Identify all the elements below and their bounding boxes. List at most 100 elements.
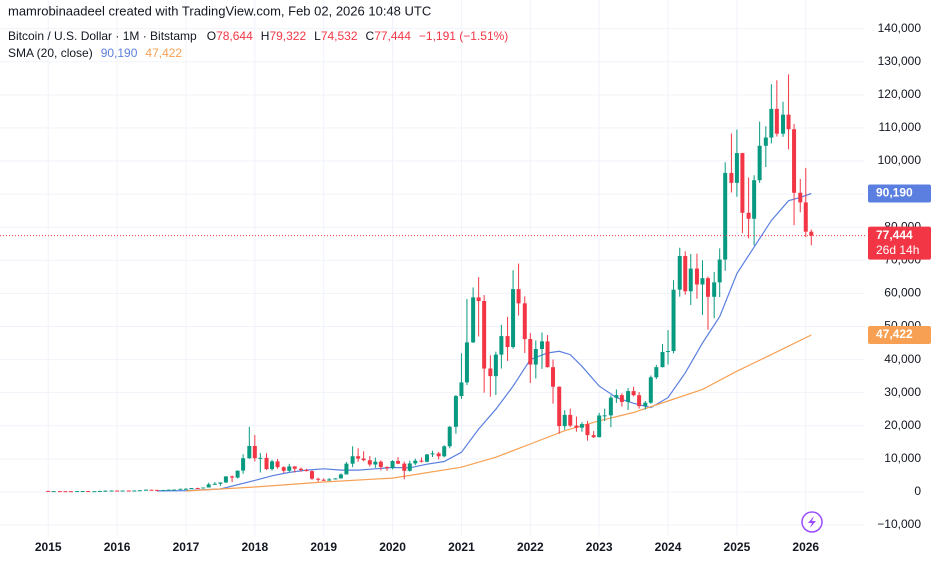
candle-body xyxy=(671,289,676,352)
candle-body xyxy=(201,487,206,489)
candle-body xyxy=(757,145,762,181)
candle-body xyxy=(350,456,355,464)
candle-body xyxy=(68,491,73,493)
candle-body xyxy=(476,297,481,302)
candle-body xyxy=(522,303,527,340)
countdown-label: 26d 14h xyxy=(876,243,919,257)
candle-body xyxy=(562,414,567,427)
candle-body xyxy=(511,289,516,348)
candle-body xyxy=(430,453,435,455)
candle-body xyxy=(183,488,188,490)
candle-body xyxy=(115,490,120,492)
candle-body xyxy=(700,278,705,285)
candle-body xyxy=(488,368,493,377)
candle-body xyxy=(396,461,401,464)
candle-body xyxy=(120,490,125,492)
candle-body xyxy=(442,446,447,457)
candle-body xyxy=(51,491,56,493)
candle-body xyxy=(666,351,671,353)
y-tick-label: −10,000 xyxy=(877,517,921,531)
ohlc-value: 77,444 xyxy=(374,29,411,43)
candle-body xyxy=(493,354,498,377)
candle-body xyxy=(505,336,510,348)
x-tick-label: 2019 xyxy=(310,540,337,554)
candle-body xyxy=(688,268,693,292)
candle-body xyxy=(316,478,321,480)
candle-body xyxy=(574,425,579,428)
ohlc-key: H xyxy=(261,29,270,43)
ohlc-value: 78,644 xyxy=(216,29,253,43)
candle-body xyxy=(333,478,338,480)
candle-body xyxy=(407,463,412,471)
candle-body xyxy=(740,153,745,213)
candle-body xyxy=(390,461,395,469)
candle-body xyxy=(252,445,257,459)
candle-body xyxy=(803,202,808,232)
x-tick-label: 2020 xyxy=(379,540,406,554)
candle-body xyxy=(809,231,814,236)
plot-area xyxy=(0,74,865,493)
candle-body xyxy=(75,491,80,493)
candle-body xyxy=(373,461,378,465)
candle-body xyxy=(424,454,429,462)
candle-body xyxy=(402,463,407,471)
candle-body xyxy=(258,457,263,459)
candle-body xyxy=(717,259,722,283)
candle-body xyxy=(155,489,160,491)
candle-body xyxy=(137,490,142,492)
y-tick-label: 40,000 xyxy=(884,352,921,366)
candle-body xyxy=(453,396,458,427)
candle-body xyxy=(551,367,556,387)
candle-body xyxy=(746,212,751,219)
watermark-logo xyxy=(801,511,823,533)
y-tick-label: 130,000 xyxy=(878,54,922,68)
change-value: −1,191 (−1.51%) xyxy=(419,29,508,43)
ohlc-value: 79,322 xyxy=(269,29,306,43)
candle-body xyxy=(557,386,562,427)
sma-tag xyxy=(868,184,931,203)
y-tick-label: 120,000 xyxy=(878,87,922,101)
x-tick-label: 2023 xyxy=(586,540,613,554)
candle-body xyxy=(321,479,326,481)
x-tick-label: 2015 xyxy=(35,540,62,554)
candle-body xyxy=(235,470,240,478)
candle-body xyxy=(230,476,235,478)
y-tick-label: 100,000 xyxy=(878,153,922,167)
x-tick-label: 2022 xyxy=(517,540,544,554)
candle-body xyxy=(579,424,584,428)
candle-body xyxy=(763,137,768,146)
sma-line xyxy=(156,192,812,492)
candle-body xyxy=(281,467,286,471)
candle-body xyxy=(798,192,803,203)
candle-body xyxy=(149,489,154,491)
candle-body xyxy=(103,490,108,492)
sma-value: 90,190 xyxy=(101,46,138,60)
candle-body xyxy=(729,172,734,183)
candle-body xyxy=(499,336,504,355)
candle-body xyxy=(338,474,343,479)
candle-body xyxy=(206,484,211,488)
x-tick-label: 2021 xyxy=(448,540,475,554)
candle-body xyxy=(264,457,269,470)
candle-body xyxy=(161,489,166,491)
y-tick-label: 60,000 xyxy=(884,286,921,300)
candle-body xyxy=(92,491,97,493)
y-tick-label: 20,000 xyxy=(884,418,921,432)
candle-body xyxy=(660,352,665,368)
candle-body xyxy=(97,490,102,492)
candle-body xyxy=(694,268,699,285)
x-tick-label: 2025 xyxy=(724,540,751,554)
candle-body xyxy=(705,278,710,297)
y-tick-label: 30,000 xyxy=(884,385,921,399)
candle-body xyxy=(482,301,487,369)
sma-name: SMA (20, close) xyxy=(8,46,93,60)
sma-tag xyxy=(868,326,931,345)
candle-body xyxy=(533,348,538,365)
symbol-name: Bitcoin / U.S. Dollar · 1M · Bitstamp xyxy=(8,29,197,43)
candle-body xyxy=(568,414,573,426)
candle-body xyxy=(287,466,292,471)
candle-body xyxy=(585,424,590,436)
candle-body xyxy=(172,489,177,491)
grid xyxy=(0,0,865,535)
